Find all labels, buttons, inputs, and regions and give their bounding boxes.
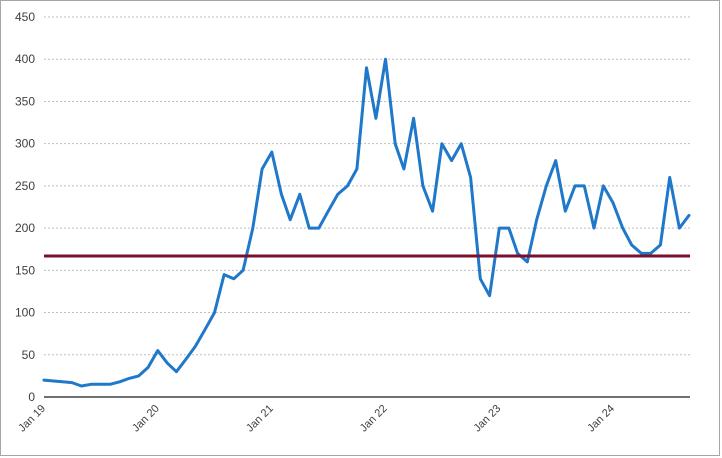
- y-tick-label: 400: [15, 52, 35, 66]
- x-tick-label: Jan 23: [472, 403, 504, 435]
- x-tick-label: Jan 22: [358, 403, 390, 435]
- price-series-line: [42, 57, 691, 388]
- y-tick-label: 300: [15, 137, 35, 151]
- y-tick-label: 250: [15, 179, 35, 193]
- x-axis-ticks: Jan 19 Jan 20 Jan 21 Jan 22 Jan 23 Jan 24: [16, 403, 617, 435]
- y-tick-label: 100: [15, 306, 35, 320]
- y-tick-label: 350: [15, 94, 35, 108]
- y-tick-label: 0: [28, 390, 35, 404]
- x-tick-label: Jan 20: [130, 403, 162, 435]
- y-axis-ticks: 0 50 100 150 200 250 300 350 400 450: [15, 10, 35, 404]
- y-tick-label: 200: [15, 221, 35, 235]
- y-tick-label: 150: [15, 263, 35, 277]
- x-tick-label: Jan 24: [585, 403, 617, 435]
- x-tick-label: Jan 19: [16, 403, 48, 435]
- x-tick-label: Jan 21: [244, 403, 276, 435]
- y-tick-label: 450: [15, 10, 35, 24]
- y-tick-label: 50: [22, 348, 36, 362]
- series-layer: [42, 57, 691, 388]
